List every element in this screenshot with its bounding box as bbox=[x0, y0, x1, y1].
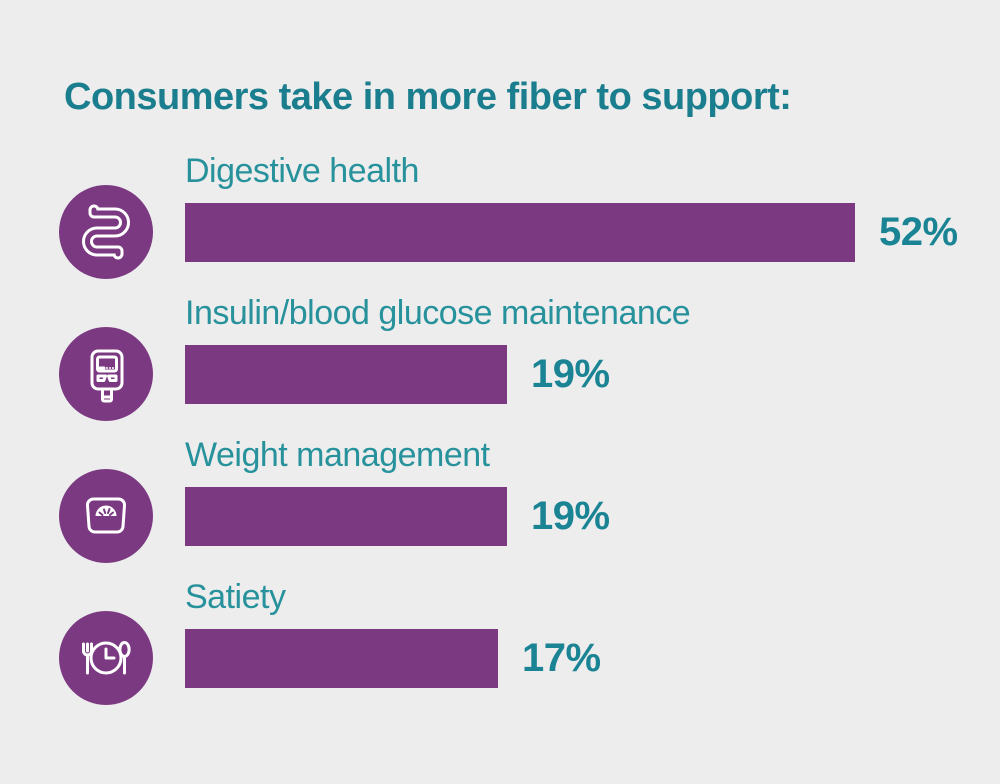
chart-row-digestive-health: Digestive health 52% bbox=[0, 149, 1000, 279]
bar-weight-management bbox=[185, 487, 507, 546]
bar-value: 17% bbox=[522, 636, 601, 680]
glucose-meter-icon bbox=[59, 327, 153, 421]
weight-scale-icon bbox=[59, 469, 153, 563]
bar-chart: Digestive health 52% bbox=[0, 149, 1000, 705]
bar-label: Digestive health bbox=[185, 152, 419, 190]
bar-label: Weight management bbox=[185, 436, 490, 474]
bar-digestive-health bbox=[185, 203, 855, 262]
chart-row-insulin-glucose: Insulin/blood glucose maintenance 19% bbox=[0, 291, 1000, 421]
bar-value: 19% bbox=[531, 494, 610, 538]
bar-label: Insulin/blood glucose maintenance bbox=[185, 294, 691, 332]
bar-insulin-glucose bbox=[185, 345, 507, 404]
bar-label: Satiety bbox=[185, 578, 286, 616]
bar-value: 19% bbox=[531, 352, 610, 396]
chart-row-satiety: Satiety 17% bbox=[0, 575, 1000, 705]
intestines-icon bbox=[59, 185, 153, 279]
bar-satiety bbox=[185, 629, 498, 688]
chart-row-weight-management: Weight management 19% bbox=[0, 433, 1000, 563]
bar-value: 52% bbox=[879, 210, 958, 254]
meal-clock-icon bbox=[59, 611, 153, 705]
page-title: Consumers take in more fiber to support: bbox=[64, 76, 792, 118]
